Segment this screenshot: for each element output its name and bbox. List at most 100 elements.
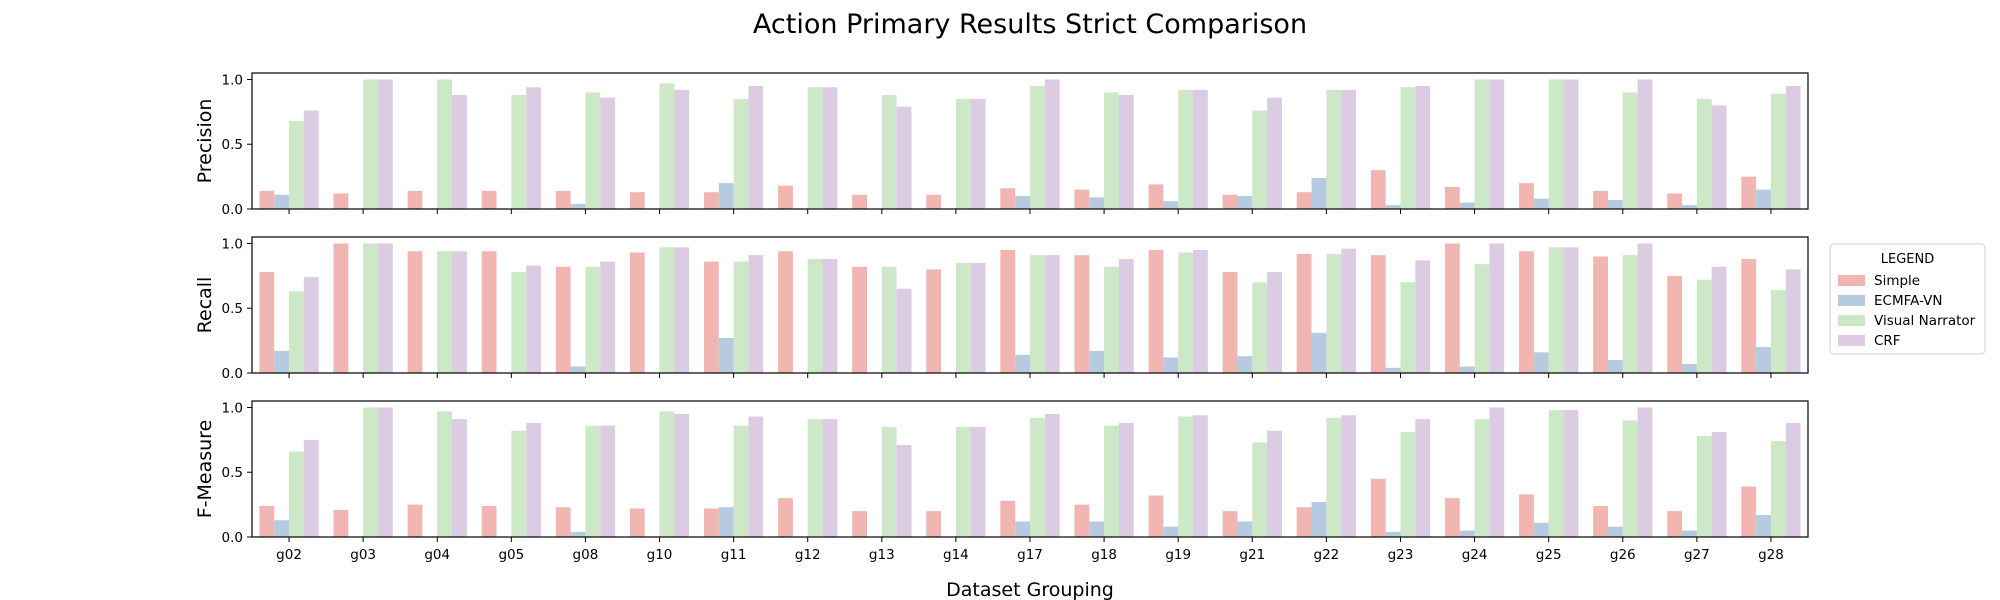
x-tick-label: g28 — [1758, 547, 1784, 563]
bar-crf-g12 — [822, 87, 838, 209]
bar-visual-narrator-g12 — [807, 259, 823, 373]
bar-crf-g14 — [970, 426, 986, 537]
bar-crf-g14 — [970, 262, 986, 373]
bar-simple-g10 — [629, 508, 645, 537]
bar-ecmfa-vn-g11 — [718, 338, 734, 373]
bar-ecmfa-vn-g23 — [1385, 205, 1401, 209]
bar-ecmfa-vn-g24 — [1459, 202, 1475, 209]
bar-ecmfa-vn-g28 — [1756, 514, 1771, 537]
bar-ecmfa-vn-g28 — [1756, 189, 1771, 209]
bar-visual-narrator-g18 — [1104, 266, 1119, 373]
x-tick-label: g14 — [943, 547, 969, 563]
bar-ecmfa-vn-g19 — [1163, 526, 1179, 537]
legend-label-ecmfa-vn: ECMFA-VN — [1874, 293, 1942, 309]
bar-simple-g11 — [703, 261, 719, 373]
y-tick-label: 0.0 — [222, 530, 243, 546]
bar-visual-narrator-g02 — [289, 451, 304, 537]
bar-crf-g04 — [452, 251, 467, 373]
bar-crf-g05 — [526, 87, 541, 209]
bar-simple-g27 — [1667, 193, 1683, 209]
x-tick-label: g19 — [1165, 547, 1191, 563]
legend-swatch-crf — [1838, 335, 1865, 346]
bar-ecmfa-vn-g11 — [718, 507, 734, 537]
bar-visual-narrator-g23 — [1400, 432, 1416, 537]
bar-visual-narrator-g10 — [659, 247, 675, 373]
bar-crf-g03 — [377, 407, 393, 537]
bar-simple-g27 — [1667, 275, 1683, 373]
bar-crf-g28 — [1785, 423, 1801, 537]
panel-precision: 0.0 0.5 1.0 Precision — [194, 72, 1809, 218]
legend-label-visual-narrator: Visual Narrator — [1874, 313, 1976, 329]
bar-crf-g11 — [748, 255, 764, 373]
y-tick-label: 0.5 — [222, 465, 243, 481]
bar-crf-g14 — [970, 98, 986, 209]
x-tick-label: g25 — [1536, 547, 1562, 563]
bar-visual-narrator-g18 — [1104, 92, 1119, 209]
bar-visual-narrator-g23 — [1400, 282, 1416, 373]
bar-simple-g08 — [555, 266, 571, 373]
bar-crf-g18 — [1118, 259, 1134, 373]
bar-visual-narrator-g28 — [1770, 441, 1786, 537]
bar-visual-narrator-g17 — [1030, 417, 1045, 537]
bar-visual-narrator-g19 — [1178, 416, 1194, 537]
bar-simple-g18 — [1074, 504, 1090, 537]
bar-visual-narrator-g14 — [955, 262, 971, 373]
bar-crf-g02 — [303, 439, 319, 537]
bar-crf-g22 — [1341, 248, 1357, 373]
bar-ecmfa-vn-g19 — [1163, 201, 1179, 209]
y-tick-label: 1.0 — [222, 236, 243, 252]
bar-simple-g21 — [1222, 194, 1238, 209]
bar-visual-narrator-g27 — [1696, 435, 1712, 537]
x-tick-label: g04 — [424, 547, 450, 563]
bar-visual-narrator-g02 — [289, 291, 304, 373]
bar-ecmfa-vn-g26 — [1607, 199, 1623, 209]
bar-crf-g10 — [674, 247, 690, 373]
bar-ecmfa-vn-g02 — [274, 520, 290, 537]
bar-crf-g25 — [1563, 410, 1579, 537]
bar-crf-g08 — [600, 97, 616, 209]
bar-visual-narrator-g13 — [881, 426, 897, 537]
bar-visual-narrator-g08 — [585, 266, 601, 373]
y-tick-label: 0.5 — [222, 301, 243, 317]
bar-simple-g26 — [1593, 256, 1608, 373]
bar-simple-g03 — [333, 243, 349, 373]
x-tick-label: g05 — [498, 547, 524, 563]
x-tick-label: g27 — [1684, 547, 1710, 563]
bar-crf-g21 — [1267, 430, 1282, 537]
bar-simple-g11 — [703, 192, 719, 209]
bar-ecmfa-vn-g26 — [1607, 360, 1623, 373]
bar-simple-g18 — [1074, 189, 1090, 209]
bar-simple-g28 — [1741, 176, 1757, 209]
bar-ecmfa-vn-g18 — [1089, 350, 1105, 373]
bar-simple-g17 — [1000, 500, 1016, 537]
bar-simple-g22 — [1296, 192, 1312, 209]
bar-crf-g25 — [1563, 247, 1579, 373]
bar-simple-g23 — [1370, 255, 1386, 373]
bar-ecmfa-vn-g08 — [570, 203, 586, 209]
bar-ecmfa-vn-g17 — [1015, 354, 1030, 373]
bar-visual-narrator-g10 — [659, 83, 675, 209]
bar-crf-g23 — [1415, 85, 1431, 209]
bar-crf-g21 — [1267, 271, 1282, 373]
bar-simple-g28 — [1741, 486, 1757, 537]
x-tick-label: g11 — [721, 547, 747, 563]
x-tick-label: g12 — [795, 547, 821, 563]
bar-simple-g14 — [926, 194, 942, 209]
bar-visual-narrator-g22 — [1326, 417, 1342, 537]
bar-crf-g05 — [526, 265, 541, 373]
bar-crf-g19 — [1193, 89, 1208, 209]
bar-visual-narrator-g11 — [733, 425, 749, 537]
bar-visual-narrator-g04 — [437, 251, 453, 373]
bar-visual-narrator-g08 — [585, 92, 601, 209]
bar-simple-g19 — [1148, 249, 1164, 373]
bar-simple-g21 — [1222, 271, 1238, 373]
y-axis-label: Recall — [194, 277, 216, 334]
bar-simple-g04 — [407, 251, 423, 373]
bar-simple-g18 — [1074, 255, 1090, 373]
legend-label-crf: CRF — [1874, 333, 1901, 349]
bar-ecmfa-vn-g27 — [1682, 530, 1697, 537]
bar-crf-g27 — [1711, 105, 1727, 209]
bar-crf-g22 — [1341, 89, 1357, 209]
y-tick-label: 0.0 — [222, 202, 243, 218]
bar-simple-g13 — [852, 266, 867, 373]
